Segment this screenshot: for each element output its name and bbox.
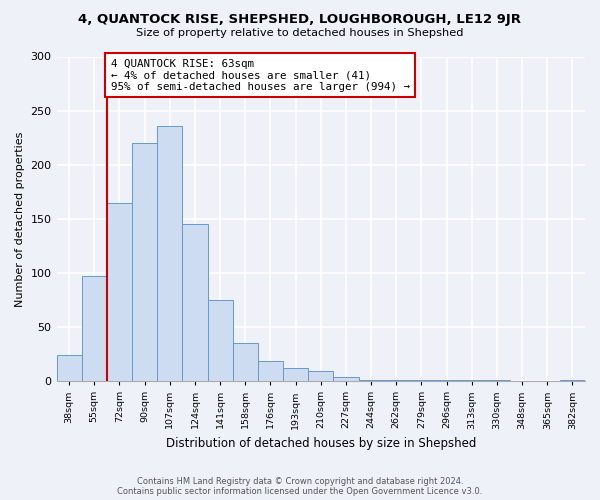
- Bar: [409, 380, 434, 381]
- X-axis label: Distribution of detached houses by size in Shepshed: Distribution of detached houses by size …: [166, 437, 476, 450]
- Bar: [560, 380, 585, 381]
- Bar: [258, 360, 283, 381]
- Bar: [383, 380, 409, 381]
- Bar: [334, 377, 359, 381]
- Bar: [132, 143, 157, 381]
- Bar: [434, 380, 459, 381]
- Bar: [157, 126, 182, 381]
- Text: Contains HM Land Registry data © Crown copyright and database right 2024.
Contai: Contains HM Land Registry data © Crown c…: [118, 476, 482, 496]
- Bar: [459, 380, 484, 381]
- Text: 4, QUANTOCK RISE, SHEPSHED, LOUGHBOROUGH, LE12 9JR: 4, QUANTOCK RISE, SHEPSHED, LOUGHBOROUGH…: [79, 12, 521, 26]
- Bar: [208, 300, 233, 381]
- Bar: [107, 202, 132, 381]
- Bar: [56, 355, 82, 381]
- Text: Size of property relative to detached houses in Shepshed: Size of property relative to detached ho…: [136, 28, 464, 38]
- Bar: [182, 224, 208, 381]
- Bar: [308, 372, 334, 381]
- Bar: [484, 380, 509, 381]
- Bar: [82, 276, 107, 381]
- Y-axis label: Number of detached properties: Number of detached properties: [15, 131, 25, 306]
- Bar: [233, 344, 258, 381]
- Bar: [283, 368, 308, 381]
- Text: 4 QUANTOCK RISE: 63sqm
← 4% of detached houses are smaller (41)
95% of semi-deta: 4 QUANTOCK RISE: 63sqm ← 4% of detached …: [110, 58, 410, 92]
- Bar: [359, 380, 383, 381]
